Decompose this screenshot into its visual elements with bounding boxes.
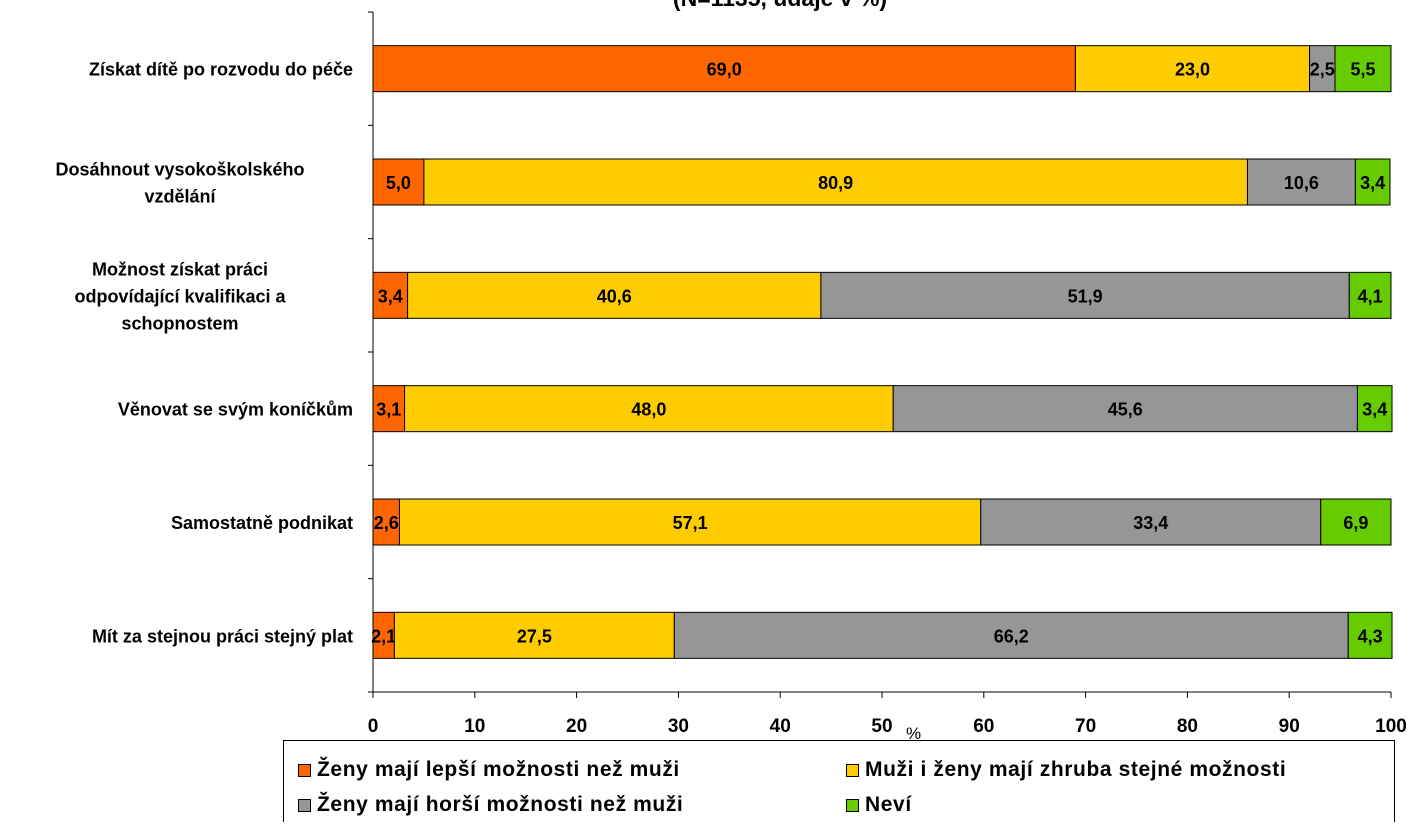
- bar-segment: [407, 271, 822, 319]
- bar-segment: [404, 385, 894, 433]
- x-tick-label: 10: [464, 716, 485, 737]
- legend: Ženy mají lepší možnosti než muži Muži i…: [283, 740, 1395, 822]
- bar-segment: [1356, 385, 1393, 433]
- category-label: Mít za stejnou práci stejný plat: [92, 626, 353, 646]
- data-label: 3,4: [1360, 173, 1385, 193]
- x-tick-label: 30: [668, 716, 689, 737]
- data-label: 5,0: [386, 173, 411, 193]
- axes-group: 0 10 20 30 40 50 60 70 80 90 100: [368, 11, 1407, 737]
- legend-swatch-nevi: [846, 798, 859, 812]
- data-label: 2,1: [371, 626, 396, 646]
- legend-label-nevi: Neví: [865, 793, 912, 816]
- legend-label-zeny-lepsi: Ženy mají lepší možnosti než muži: [317, 758, 680, 781]
- legend-label-zeny-horsi: Ženy mají horší možnosti než muži: [317, 793, 684, 816]
- bar-segment: [372, 158, 425, 206]
- bar-segment: [1348, 271, 1392, 319]
- bar-segment: [372, 385, 406, 433]
- data-label: 3,1: [376, 400, 401, 420]
- category-label: schopnostem: [121, 313, 238, 333]
- data-label: 3,4: [378, 286, 403, 306]
- data-label: 10,6: [1284, 173, 1319, 193]
- data-label: 4,1: [1358, 286, 1383, 306]
- data-label: 40,6: [597, 286, 632, 306]
- x-tick-label: 80: [1177, 716, 1198, 737]
- data-label: 2,6: [374, 513, 399, 533]
- x-axis-unit-label: %: [906, 724, 922, 743]
- data-label: 27,5: [517, 626, 552, 646]
- chart-title: (N=1135, údaje v %): [673, 0, 887, 11]
- legend-item-zeny-horsi: Ženy mají horší možnosti než muži: [298, 790, 683, 820]
- bar-segment: [1074, 45, 1311, 93]
- x-tick-label: 100: [1375, 716, 1407, 737]
- data-label: 80,9: [818, 173, 853, 193]
- data-label: 51,9: [1068, 286, 1103, 306]
- bar-segment: [1320, 498, 1392, 546]
- data-label: 4,3: [1358, 626, 1383, 646]
- data-label: 6,9: [1343, 513, 1368, 533]
- bars-group: 69,0 23,0 2,5 5,5 5,0 80,9 10,6 3,4 3,4 40,6 51,9 4…: [371, 45, 1393, 659]
- category-label: odpovídající kvalifikaci a: [74, 286, 286, 306]
- legend-item-zeny-lepsi: Ženy mají lepší možnosti než muži: [298, 755, 680, 785]
- x-tick-label: 0: [368, 716, 379, 737]
- data-label: 45,6: [1108, 400, 1143, 420]
- legend-swatch-zeny-horsi: [298, 798, 311, 812]
- data-label: 48,0: [631, 400, 666, 420]
- bar-segment: [372, 45, 1076, 93]
- data-label: 69,0: [707, 60, 742, 80]
- bar-segment: [1354, 158, 1391, 206]
- bar-segment: [423, 158, 1248, 206]
- data-label: 5,5: [1350, 60, 1375, 80]
- x-tick-label: 40: [770, 716, 791, 737]
- legend-swatch-stejne: [846, 763, 859, 777]
- bar-segment: [1246, 158, 1356, 206]
- bar-segment: [980, 498, 1322, 546]
- bar-segment: [398, 498, 982, 546]
- category-label: Věnovat se svým koníčkům: [118, 400, 353, 420]
- x-tick-label: 90: [1279, 716, 1300, 737]
- category-labels-group: Získat dítě po rozvodu do péče Dosáhnout …: [55, 60, 353, 647]
- x-tick-label: 50: [871, 716, 892, 737]
- data-label: 3,4: [1362, 400, 1387, 420]
- data-label: 23,0: [1175, 60, 1210, 80]
- data-label: 57,1: [673, 513, 708, 533]
- x-tick-label: 60: [973, 716, 994, 737]
- bar-segment: [1309, 45, 1336, 93]
- bar-segment: [673, 611, 1349, 659]
- bar-segment: [1334, 45, 1392, 93]
- x-tick-label: 70: [1075, 716, 1096, 737]
- bar-segment: [1347, 611, 1393, 659]
- x-tick-label: 20: [566, 716, 587, 737]
- data-label: 33,4: [1133, 513, 1168, 533]
- legend-item-stejne: Muži i ženy mají zhruba stejné možnosti: [846, 755, 1286, 785]
- data-label: 66,2: [994, 626, 1029, 646]
- legend-swatch-zeny-lepsi: [298, 763, 311, 777]
- bar-segment: [393, 611, 675, 659]
- category-label: Dosáhnout vysokoškolského: [55, 160, 304, 180]
- legend-label-stejne: Muži i ženy mají zhruba stejné možnosti: [865, 758, 1287, 781]
- category-label: Možnost získat práci: [92, 259, 268, 279]
- category-label: Získat dítě po rozvodu do péče: [89, 60, 353, 80]
- legend-item-nevi: Neví: [846, 790, 912, 820]
- category-label: Samostatně podnikat: [171, 513, 353, 533]
- data-label: 2,5: [1310, 60, 1335, 80]
- category-label: vzdělání: [144, 187, 216, 207]
